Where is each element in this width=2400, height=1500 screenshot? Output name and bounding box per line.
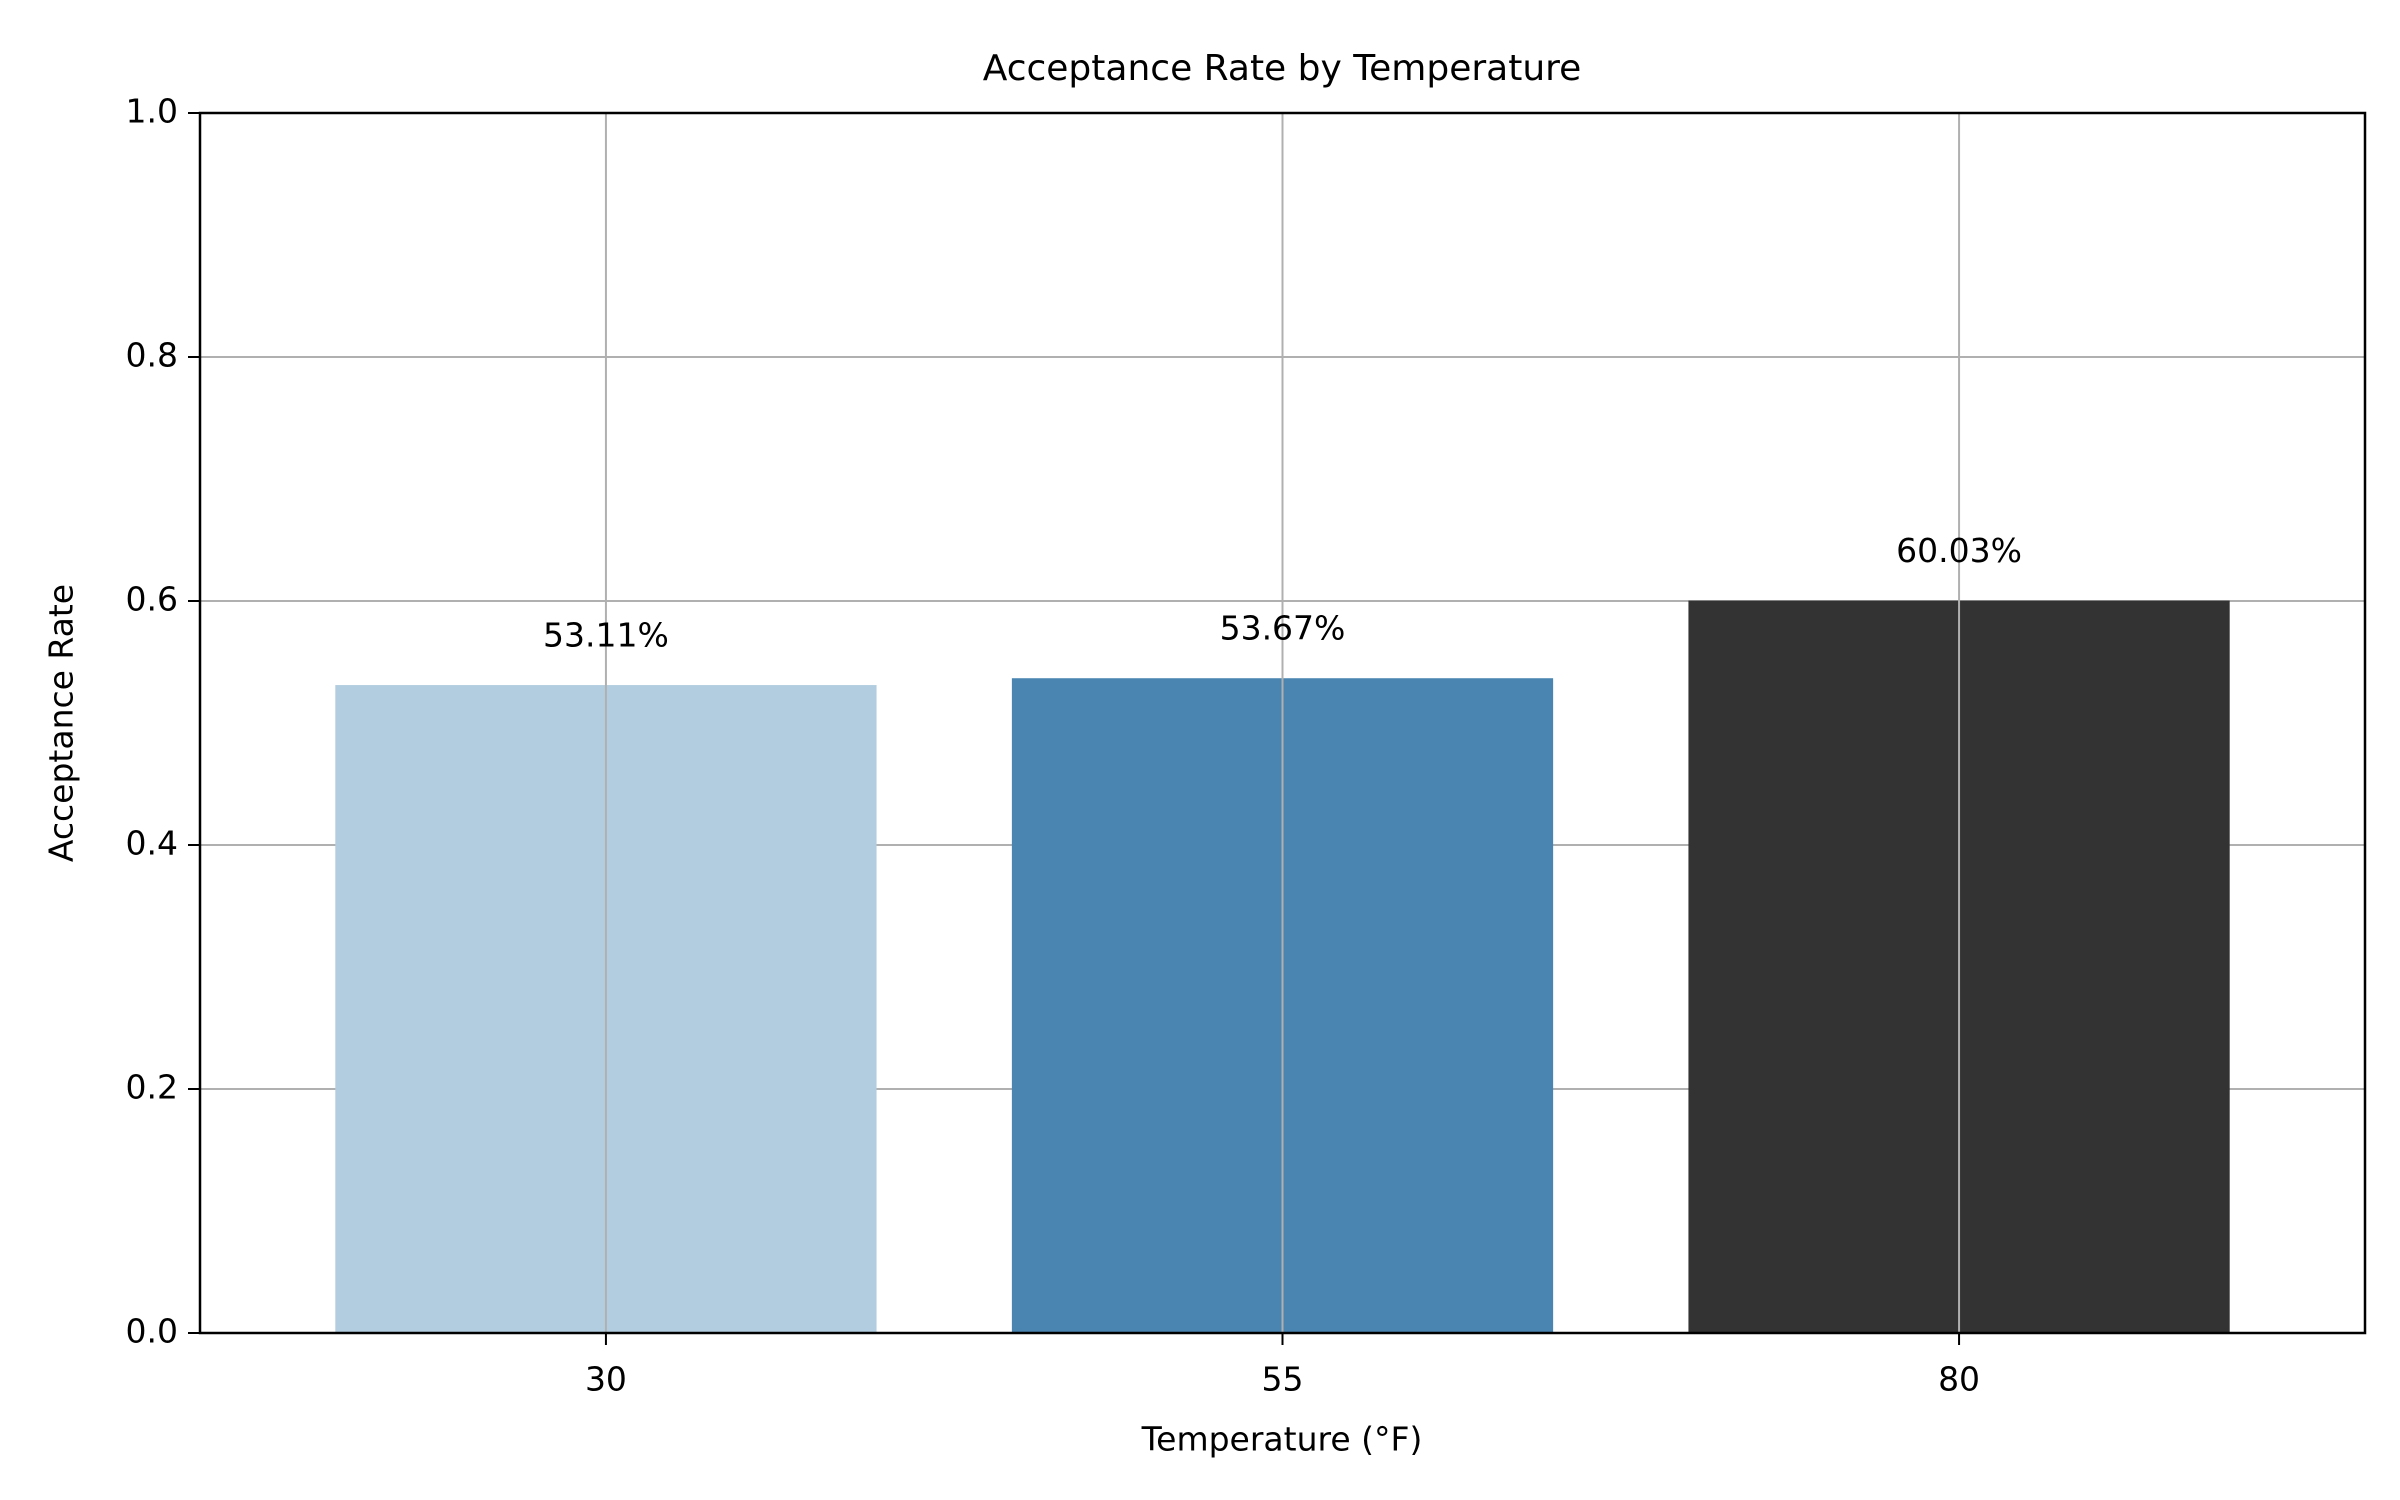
y-axis-label: Acceptance Rate <box>42 584 81 862</box>
x-axis-label: Temperature (°F) <box>1141 1420 1423 1459</box>
x-tick-label: 30 <box>585 1360 627 1399</box>
data-labels: 53.11% 53.67% 60.03% <box>543 531 2022 654</box>
y-tick-label: 0.6 <box>126 580 178 619</box>
data-label: 60.03% <box>1896 531 2022 570</box>
x-grid-lines <box>604 113 1961 1333</box>
y-tick-label: 0.2 <box>126 1068 178 1107</box>
x-tick-label: 55 <box>1262 1360 1304 1399</box>
chart-title: Acceptance Rate by Temperature <box>983 48 1582 89</box>
axis-ticks: 0.0 0.2 0.4 0.6 0.8 1.0 30 55 80 <box>126 92 1981 1399</box>
x-tick-label: 80 <box>1938 1360 1980 1399</box>
y-tick-label: 0.0 <box>126 1312 178 1351</box>
y-tick-label: 0.8 <box>126 336 178 375</box>
data-label: 53.67% <box>1220 609 1346 648</box>
y-tick-label: 0.4 <box>126 824 178 863</box>
data-label: 53.11% <box>543 616 669 655</box>
y-tick-label: 1.0 <box>126 92 178 131</box>
